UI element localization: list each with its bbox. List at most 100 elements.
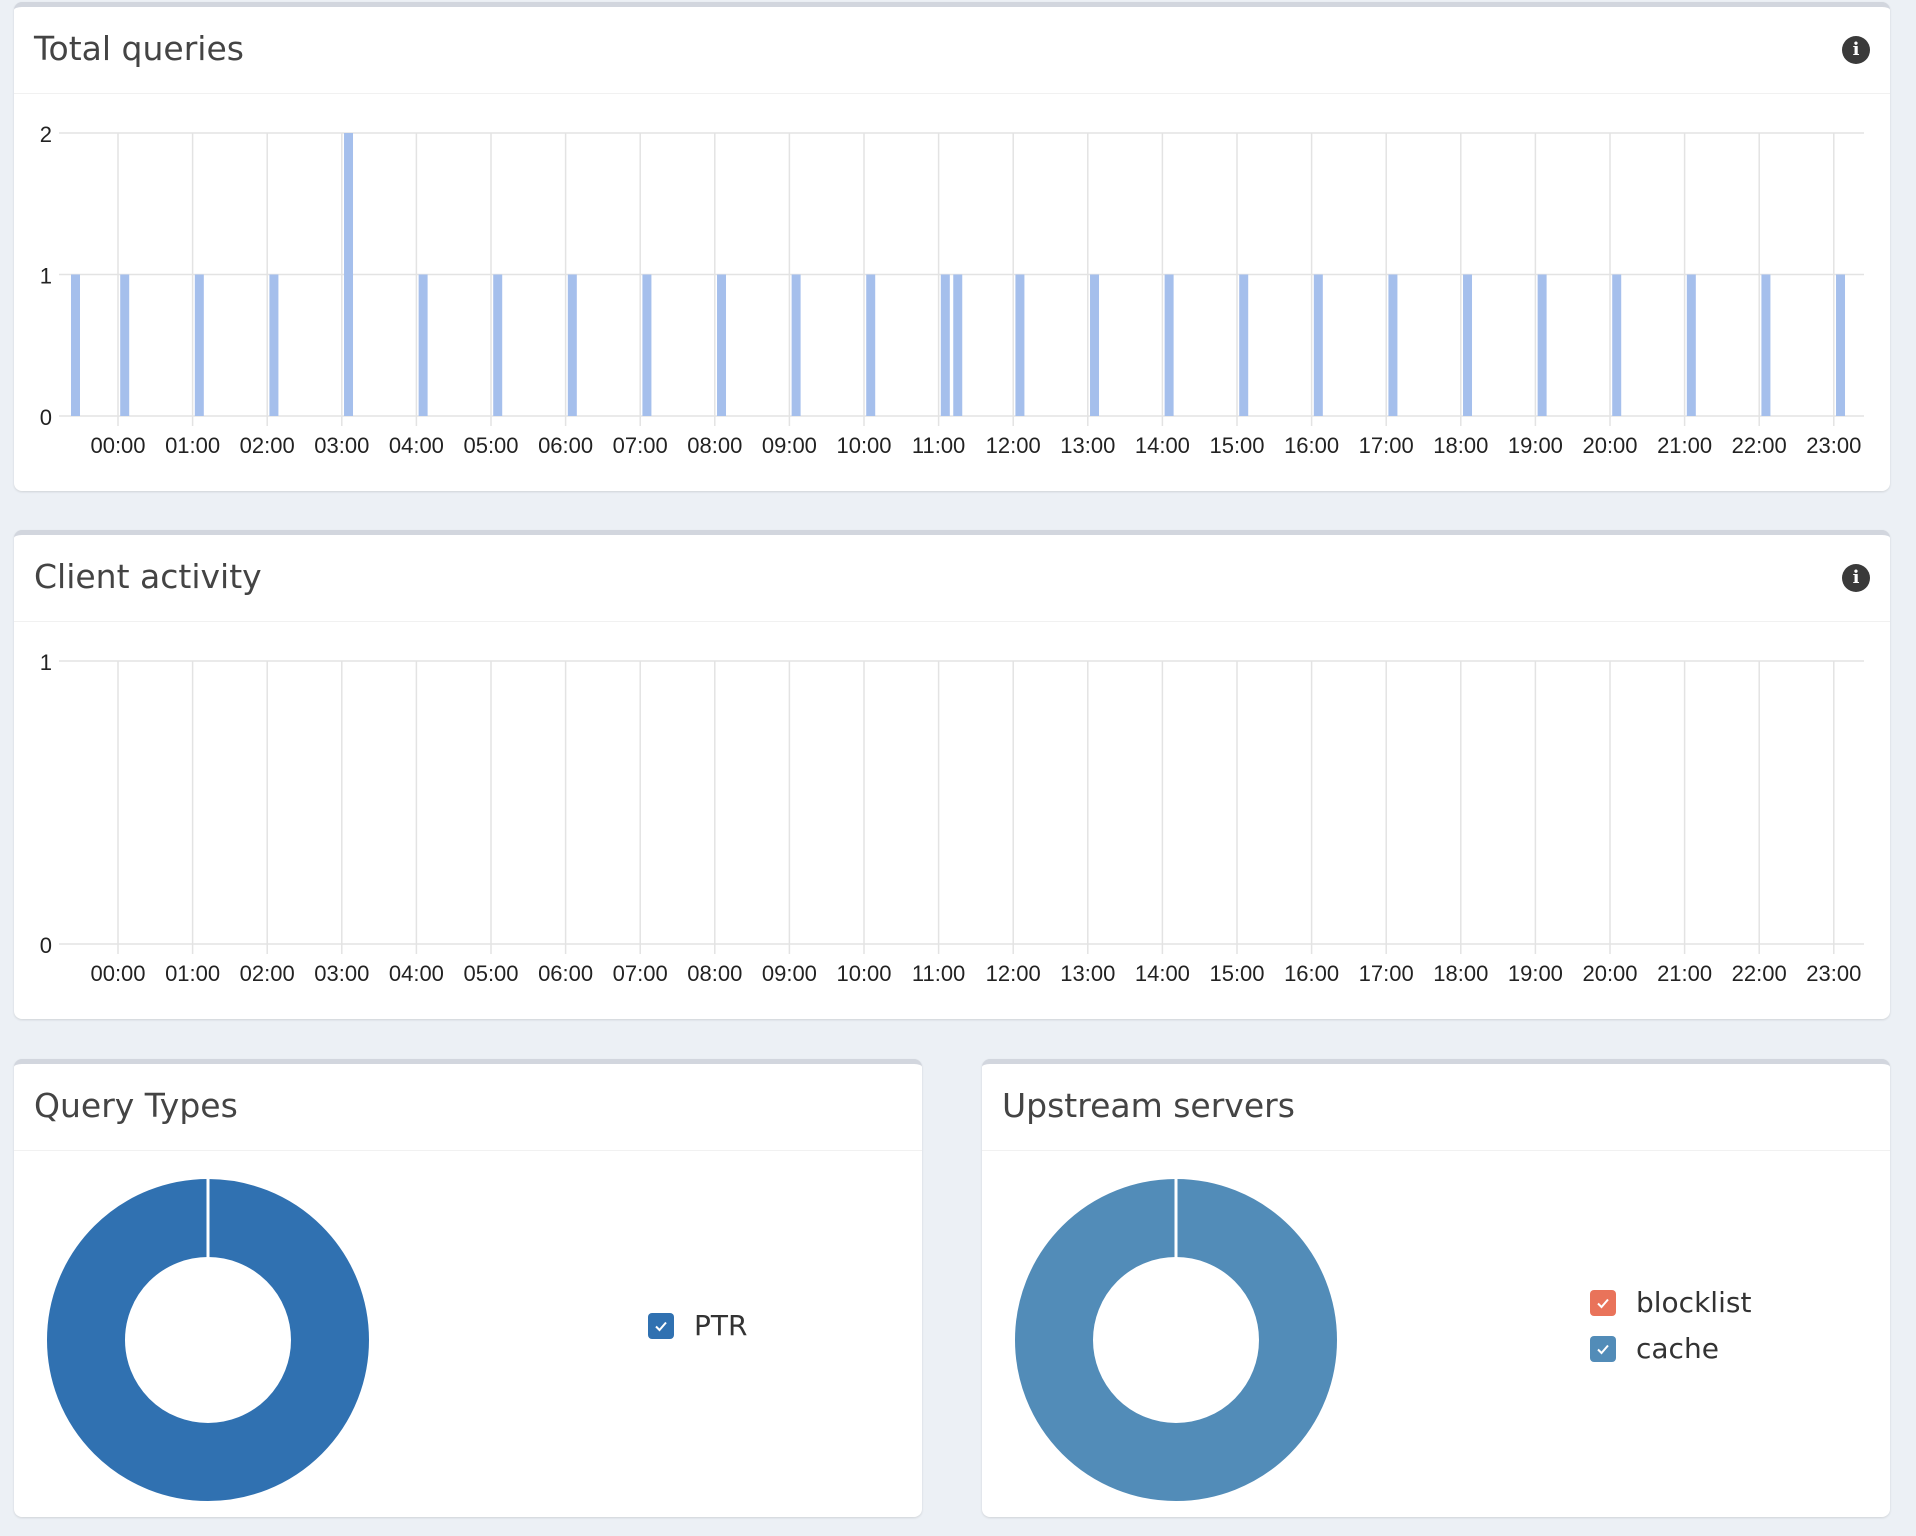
- bar[interactable]: [344, 133, 354, 416]
- bar[interactable]: [1239, 274, 1249, 417]
- x-tick-label: 17:00: [1359, 961, 1414, 986]
- bar[interactable]: [1313, 274, 1323, 417]
- x-tick-label: 14:00: [1135, 961, 1190, 986]
- x-tick-label: 01:00: [165, 961, 220, 986]
- query-types-title: Query Types: [34, 1086, 238, 1125]
- client-activity-header: Client activity i: [14, 535, 1890, 622]
- bar[interactable]: [1537, 274, 1547, 417]
- x-tick-label: 16:00: [1284, 961, 1339, 986]
- x-tick-label: 15:00: [1209, 961, 1264, 986]
- x-tick-label: 13:00: [1060, 961, 1115, 986]
- x-tick-label: 05:00: [463, 961, 518, 986]
- legend-checkbox[interactable]: [648, 1312, 674, 1339]
- x-tick-label: 12:00: [986, 433, 1041, 458]
- x-tick-label: 10:00: [836, 961, 891, 986]
- x-tick-label: 16:00: [1284, 433, 1339, 458]
- legend-checkbox[interactable]: [1590, 1335, 1616, 1362]
- x-tick-label: 08:00: [687, 433, 742, 458]
- bar[interactable]: [269, 274, 279, 417]
- upstream-servers-panel: Upstream servers blocklist cache: [982, 1059, 1890, 1517]
- total-queries-title: Total queries: [34, 29, 244, 68]
- x-tick-label: 02:00: [240, 961, 295, 986]
- x-tick-label: 06:00: [538, 961, 593, 986]
- x-tick-label: 02:00: [240, 433, 295, 458]
- x-tick-label: 11:00: [912, 433, 965, 458]
- x-tick-label: 01:00: [165, 433, 220, 458]
- bar[interactable]: [1015, 274, 1025, 417]
- legend-item-cache[interactable]: cache: [1590, 1332, 1719, 1365]
- client-activity-title: Client activity: [34, 557, 262, 596]
- x-tick-label: 21:00: [1657, 961, 1712, 986]
- bar[interactable]: [71, 274, 80, 417]
- bar[interactable]: [1686, 274, 1696, 417]
- x-tick-label: 14:00: [1135, 433, 1190, 458]
- x-tick-label: 20:00: [1582, 433, 1637, 458]
- upstream-servers-title: Upstream servers: [1002, 1086, 1295, 1125]
- bar[interactable]: [717, 274, 727, 417]
- y-tick-label: 0: [40, 933, 52, 958]
- x-tick-label: 19:00: [1508, 961, 1563, 986]
- info-icon[interactable]: i: [1842, 36, 1870, 64]
- bar[interactable]: [120, 274, 130, 417]
- upstream-servers-donut: [1015, 1178, 1337, 1501]
- bar[interactable]: [1761, 274, 1771, 417]
- query-types-panel: Query Types PTR: [14, 1059, 922, 1517]
- bar[interactable]: [953, 274, 963, 417]
- x-tick-label: 11:00: [912, 961, 965, 986]
- legend-item-ptr[interactable]: PTR: [648, 1309, 747, 1342]
- x-tick-label: 07:00: [613, 433, 668, 458]
- bar[interactable]: [418, 274, 428, 417]
- x-tick-label: 23:00: [1806, 961, 1861, 986]
- x-tick-label: 07:00: [613, 961, 668, 986]
- x-tick-label: 10:00: [836, 433, 891, 458]
- x-tick-label: 12:00: [986, 961, 1041, 986]
- bar[interactable]: [791, 274, 801, 417]
- check-icon: [655, 1321, 667, 1331]
- info-icon[interactable]: i: [1842, 564, 1870, 592]
- x-tick-label: 22:00: [1732, 961, 1787, 986]
- x-tick-label: 18:00: [1433, 961, 1488, 986]
- bar[interactable]: [493, 274, 503, 417]
- x-tick-label: 03:00: [314, 433, 369, 458]
- x-tick-label: 03:00: [314, 961, 369, 986]
- x-tick-label: 08:00: [687, 961, 742, 986]
- bar[interactable]: [642, 274, 652, 417]
- x-tick-label: 09:00: [762, 433, 817, 458]
- x-tick-label: 22:00: [1732, 433, 1787, 458]
- x-tick-label: 23:00: [1806, 433, 1861, 458]
- bar[interactable]: [1463, 274, 1473, 417]
- legend-label: PTR: [694, 1309, 748, 1342]
- client-activity-panel: Client activity i 0 1 00:00 01:00 02:00 03:00…: [14, 530, 1890, 1019]
- x-tick-label: 17:00: [1359, 433, 1414, 458]
- y-tick-label: 1: [40, 264, 52, 289]
- client-activity-chart: 0 1 00:00 01:00 02:00 03:00 04:00 05:00 06:00 07:…: [40, 650, 1864, 986]
- total-queries-chart: 0 1 2 00:00 01:00 02:00 03:00 04:00 05:00 06:00 07…: [40, 122, 1864, 458]
- y-tick-label: 0: [40, 405, 52, 430]
- y-tick-label: 2: [40, 122, 52, 147]
- bar[interactable]: [1164, 274, 1174, 417]
- bar[interactable]: [567, 274, 577, 417]
- x-tick-label: 20:00: [1582, 961, 1637, 986]
- x-tick-label: 00:00: [90, 961, 145, 986]
- total-queries-header: Total queries i: [14, 7, 1890, 94]
- x-tick-label: 15:00: [1209, 433, 1264, 458]
- legend-checkbox[interactable]: [1590, 1289, 1616, 1316]
- bar[interactable]: [940, 274, 950, 417]
- bar[interactable]: [866, 274, 876, 417]
- check-icon: [1597, 1298, 1609, 1308]
- x-tick-label: 00:00: [90, 433, 145, 458]
- legend-label: cache: [1636, 1332, 1719, 1365]
- x-tick-label: 09:00: [762, 961, 817, 986]
- bar[interactable]: [1090, 274, 1100, 417]
- bar[interactable]: [1612, 274, 1622, 417]
- legend-item-blocklist[interactable]: blocklist: [1590, 1286, 1751, 1319]
- x-tick-label: 06:00: [538, 433, 593, 458]
- query-types-donut: [47, 1178, 369, 1501]
- total-queries-panel: Total queries i 0 1 2 00:00 01:00 02:00 03:00 0…: [14, 2, 1890, 491]
- x-tick-label: 21:00: [1657, 433, 1712, 458]
- bar[interactable]: [194, 274, 204, 417]
- bar[interactable]: [1836, 274, 1846, 417]
- check-icon: [1597, 1344, 1609, 1354]
- x-tick-label: 04:00: [389, 433, 444, 458]
- bar[interactable]: [1388, 274, 1398, 417]
